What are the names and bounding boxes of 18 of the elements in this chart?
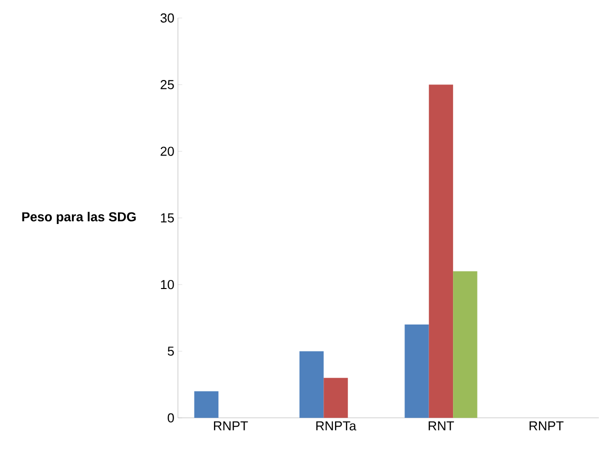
x-tick-label: RNPT — [214, 421, 248, 430]
x-tick-label: RNPTa — [316, 421, 356, 430]
bar — [194, 391, 218, 418]
y-tick-label: 20 — [160, 146, 174, 156]
y-axis-title: Peso para las SDG — [22, 212, 136, 224]
x-tick-label: RNPT — [530, 421, 564, 430]
x-tick-label: RNT — [428, 421, 454, 430]
bar — [299, 351, 324, 418]
y-tick-label: 5 — [168, 346, 174, 356]
y-tick-label: 0 — [168, 413, 174, 423]
bar — [428, 84, 454, 418]
y-tick-label: 25 — [160, 80, 174, 90]
bar — [453, 271, 478, 418]
y-tick-label: 15 — [161, 213, 174, 223]
y-tick-label: 10 — [161, 280, 174, 290]
bar — [324, 378, 348, 418]
bar — [404, 324, 429, 418]
y-tick-label: 30 — [160, 13, 174, 23]
